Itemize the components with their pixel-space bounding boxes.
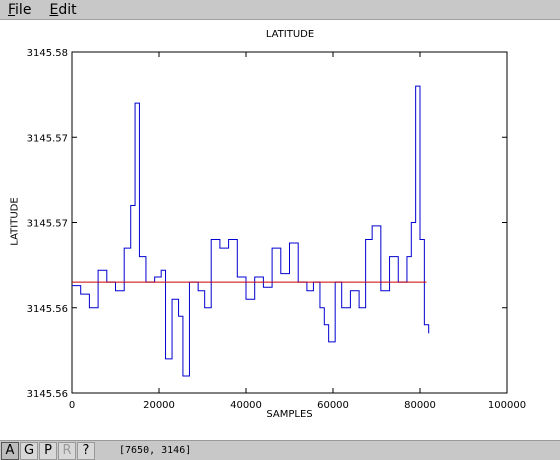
plot-area[interactable]: LATITUDE LATITUDE SAMPLES 0 20000 40000 600… xyxy=(0,21,560,439)
x-tick-label-2: 40000 xyxy=(230,400,262,411)
menu-edit-label: dit xyxy=(58,1,77,18)
chart-title: LATITUDE xyxy=(265,29,315,40)
help-button[interactable]: ? xyxy=(77,441,95,460)
y-tick-label-1: 3145.56 xyxy=(27,304,68,315)
status-bar: A G P R ? [7650, 3146] xyxy=(0,440,560,460)
y-tick-label-0: 3145.56 xyxy=(27,389,68,400)
menu-bar: File Edit xyxy=(0,0,560,20)
y-tick-label-4: 3145.58 xyxy=(27,48,68,59)
x-tick-label-5: 100000 xyxy=(488,400,526,411)
menu-file[interactable]: File xyxy=(0,2,41,18)
x-tick-label-0: 0 xyxy=(69,400,75,411)
latitude-series-line xyxy=(72,85,430,377)
menu-edit[interactable]: Edit xyxy=(41,2,86,18)
tool-button-p[interactable]: P xyxy=(39,441,57,460)
x-tick-label-3: 60000 xyxy=(317,400,349,411)
coordinate-readout: [7650, 3146] xyxy=(119,445,192,456)
x-axis-label: SAMPLES xyxy=(266,409,313,420)
x-tick-label-4: 80000 xyxy=(404,400,436,411)
y-tick-label-3: 3145.57 xyxy=(27,133,68,144)
chart-canvas[interactable]: 0 20000 40000 60000 80000 100000 3145.56 3145.5… xyxy=(0,21,560,439)
tool-button-a[interactable]: A xyxy=(1,441,19,460)
menu-file-label: ile xyxy=(15,1,32,18)
menu-file-accel: F xyxy=(8,1,16,18)
tool-button-g[interactable]: G xyxy=(20,441,38,460)
x-tick-label-1: 20000 xyxy=(143,400,175,411)
tool-button-r: R xyxy=(58,441,76,460)
y-tick-label-2: 3145.57 xyxy=(27,219,68,230)
menu-edit-accel: E xyxy=(49,1,59,18)
